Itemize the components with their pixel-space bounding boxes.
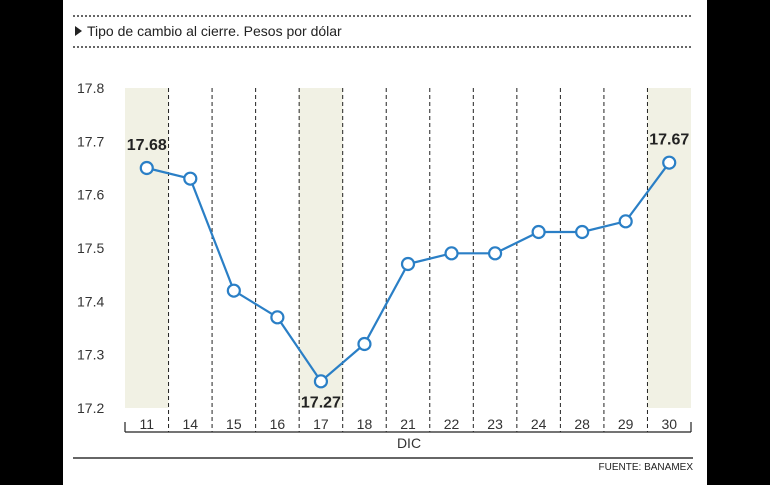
y-tick-label: 17.4 (77, 293, 104, 309)
x-tick-label: 17 (313, 416, 329, 432)
y-tick-label: 17.8 (77, 80, 104, 96)
x-tick-label: 24 (531, 416, 547, 432)
series-line (146, 162, 671, 383)
data-point (575, 224, 590, 240)
data-point (183, 171, 198, 186)
data-labels: 17.68 17.27 17.67 (127, 132, 690, 412)
source-note: FUENTE: BANAMEX (599, 462, 694, 473)
data-point (226, 283, 241, 298)
x-tick-label: 15 (226, 416, 242, 432)
chart-title: Tipo de cambio al cierre. Pesos por dóla… (87, 23, 342, 39)
x-tick-label: 28 (574, 416, 590, 432)
data-point (313, 374, 329, 389)
x-axis-tick-labels: 11 14 15 16 17 18 21 22 23 24 28 29 30 (139, 416, 677, 432)
data-point (531, 224, 546, 240)
data-point (618, 214, 633, 229)
highlight-band-17 (299, 88, 343, 408)
data-label: 17.27 (301, 394, 341, 411)
x-axis-label: DIC (397, 435, 421, 451)
x-tick-label: 22 (444, 416, 460, 432)
data-label: 17.67 (649, 132, 689, 149)
data-point (357, 336, 372, 352)
y-tick-label: 17.3 (77, 347, 104, 363)
y-tick-label: 17.7 (77, 133, 104, 149)
y-tick-label: 17.5 (77, 240, 104, 256)
data-point (400, 256, 416, 272)
series-markers (139, 155, 677, 389)
x-tick-label: 30 (661, 416, 677, 432)
data-point (139, 160, 154, 176)
highlight-bands (125, 88, 691, 408)
highlight-band-11 (125, 88, 169, 408)
vertical-gridlines (168, 88, 648, 432)
exchange-rate-chart: Tipo de cambio al cierre. Pesos por dóla… (73, 15, 694, 473)
data-point (444, 246, 459, 261)
y-tick-label: 17.6 (77, 187, 104, 203)
y-tick-label: 17.2 (77, 400, 104, 416)
data-point (487, 246, 503, 261)
x-tick-label: 14 (183, 416, 199, 432)
x-tick-label: 21 (400, 416, 416, 432)
x-tick-label: 23 (487, 416, 503, 432)
x-tick-label: 29 (618, 416, 634, 432)
y-axis-ticks: 17.2 17.3 17.4 17.5 17.6 17.7 17.8 (77, 80, 104, 416)
x-tick-label: 18 (357, 416, 373, 432)
x-axis (124, 422, 692, 433)
highlight-band-30 (647, 88, 691, 408)
chart-panel: Tipo de cambio al cierre. Pesos por dóla… (63, 0, 707, 485)
bullet-triangle-icon (75, 26, 82, 36)
data-label: 17.68 (127, 137, 167, 154)
data-point (270, 310, 285, 325)
x-tick-label: 16 (270, 416, 286, 432)
x-tick-label: 11 (139, 416, 154, 432)
data-point (662, 155, 677, 170)
